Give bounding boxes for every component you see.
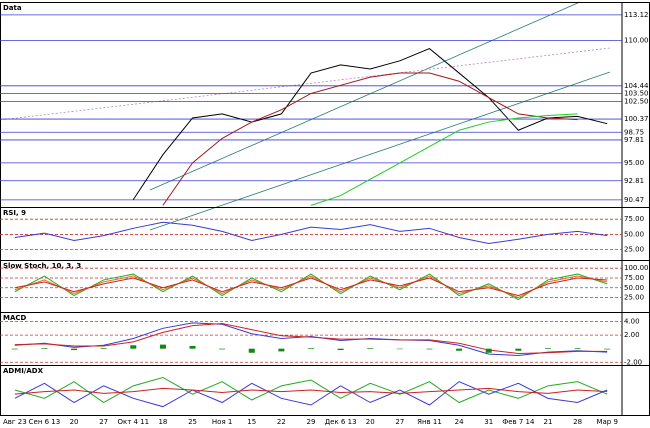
series-line — [14, 387, 608, 395]
x-tick-label: Сен 6 13 — [29, 418, 61, 426]
panel-title: Slow Stoch, 10, 3, 3 — [3, 262, 81, 270]
x-tick-label: 27 — [99, 418, 108, 426]
x-tick-label: 28 — [573, 418, 582, 426]
histogram-bar — [367, 348, 374, 349]
x-tick-label: 27 — [395, 418, 404, 426]
series-line — [162, 72, 578, 206]
x-tick-label: 20 — [70, 418, 79, 426]
x-tick-label: 29 — [307, 418, 316, 426]
histogram-bar — [456, 348, 463, 351]
x-tick-label: 15 — [247, 418, 256, 426]
series-line — [14, 381, 608, 408]
histogram-bar — [485, 348, 492, 353]
histogram-bar — [248, 348, 255, 353]
histogram-bar — [278, 348, 285, 352]
x-tick-label: Ноя 1 — [212, 418, 232, 426]
histogram-bar — [41, 348, 48, 349]
histogram-bar — [426, 348, 433, 350]
series-line — [14, 275, 608, 299]
series-line — [310, 113, 578, 206]
histogram-bar — [159, 344, 166, 349]
y-tick-label: 25.00 — [624, 246, 644, 254]
channel-top — [149, 1, 581, 191]
x-tick-label: 21 — [543, 418, 552, 426]
panel-title: RSI, 9 — [3, 209, 26, 217]
y-tick-label: 113.12 — [624, 11, 649, 19]
y-tick-label: 102.50 — [624, 98, 649, 106]
panel-title: MACD — [3, 314, 27, 322]
x-tick-label: Фев 7 14 — [502, 418, 535, 426]
histogram-bar — [11, 348, 18, 350]
histogram-bar — [189, 345, 196, 349]
x-tick-label: 20 — [366, 418, 375, 426]
series-line — [14, 322, 608, 356]
x-tick-label: 25 — [188, 418, 197, 426]
histogram-bar — [308, 348, 314, 349]
x-tick-label: Авг 23 — [3, 418, 27, 426]
histogram-bar — [544, 348, 551, 349]
y-tick-label: 90.47 — [624, 196, 644, 204]
y-tick-label: 95.00 — [624, 159, 644, 167]
y-tick-label: 110.00 — [624, 36, 649, 44]
y-tick-label: 4.00 — [624, 318, 640, 326]
series-line — [132, 47, 608, 200]
y-tick-label: 25.00 — [624, 294, 644, 302]
histogram-bar — [130, 345, 137, 349]
y-tick-label: 75.00 — [624, 215, 644, 223]
x-tick-label: 18 — [158, 418, 167, 426]
histogram-bar — [100, 348, 107, 349]
histogram-bar — [71, 348, 78, 351]
y-tick-label: 103.50 — [624, 89, 649, 97]
series-line — [14, 376, 608, 404]
x-tick-label: 31 — [484, 418, 493, 426]
series-line — [14, 221, 608, 245]
y-tick-label: 50.00 — [624, 284, 644, 292]
histogram-bar — [574, 348, 581, 349]
x-tick-label: Окт 4 11 — [117, 418, 149, 426]
y-tick-label: 100.00 — [624, 264, 649, 272]
histogram-bar — [396, 348, 403, 350]
x-tick-label: Дек 6 13 — [325, 418, 357, 426]
histogram-bar — [515, 348, 522, 351]
x-tick-label: 24 — [455, 418, 464, 426]
series-line — [14, 273, 608, 301]
y-tick-label: 75.00 — [624, 274, 644, 282]
x-tick-label: Янв 11 — [417, 418, 442, 426]
panel-title: ADMI/ADX — [3, 367, 44, 375]
series-line — [14, 277, 608, 297]
y-tick-label: 100.37 — [624, 115, 649, 123]
y-tick-label: 97.81 — [624, 136, 644, 144]
y-tick-label: 2.00 — [624, 331, 640, 339]
histogram-bar — [337, 348, 344, 351]
x-tick-label: 22 — [277, 418, 286, 426]
y-tick-label: 50.00 — [624, 230, 644, 238]
channel-lines — [0, 1, 611, 231]
histogram-bar — [219, 348, 226, 350]
series-line — [14, 323, 608, 354]
panel-title: Data — [3, 4, 22, 12]
channel-bottom — [149, 71, 611, 231]
y-tick-label: 92.81 — [624, 177, 644, 185]
y-tick-label: 98.75 — [624, 128, 644, 136]
y-tick-label: 104.44 — [624, 82, 649, 90]
y-tick-label: -2.00 — [624, 358, 642, 366]
histogram-bar — [604, 348, 611, 350]
x-tick-label: Мар 9 — [596, 418, 617, 426]
